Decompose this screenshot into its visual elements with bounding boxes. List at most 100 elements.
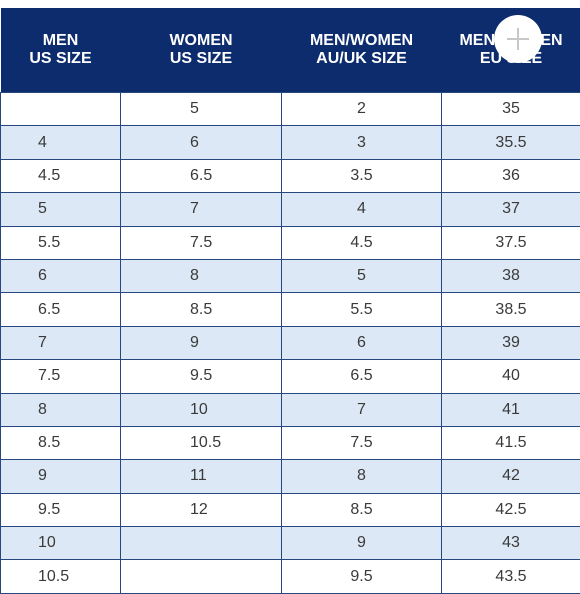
table-cell: 8 — [121, 259, 282, 292]
cell-text: 35.5 — [495, 134, 526, 151]
table-cell: 5 — [121, 93, 282, 126]
cell-text: 4.5 — [38, 167, 60, 184]
table-row: 4 6 3 35.5 — [1, 126, 580, 159]
cell-text: 6 — [357, 334, 366, 351]
cell-text: 8.5 — [38, 434, 60, 451]
table-cell: 7 — [282, 393, 442, 426]
header-line: AU/UK SIZE — [282, 50, 442, 68]
table-row: 10.5 9.5 43.5 — [1, 560, 580, 593]
cell-text: 7.5 — [190, 234, 212, 251]
cell-text: 5 — [38, 200, 47, 217]
table-cell: 5 — [1, 193, 121, 226]
cell-text: 36 — [502, 167, 520, 184]
table-cell: 8.5 — [282, 493, 442, 526]
table-cell: 10.5 — [121, 426, 282, 459]
table-cell: 3.5 — [282, 159, 442, 192]
cell-text: 35 — [502, 100, 520, 117]
cell-text: 8 — [190, 267, 199, 284]
table-row: 8.5 10.5 7.5 41.5 — [1, 426, 580, 459]
cell-text: 41.5 — [495, 434, 526, 451]
cell-text: 10.5 — [190, 434, 221, 451]
table-cell: 7 — [121, 193, 282, 226]
cell-text: 42.5 — [495, 501, 526, 518]
table-cell: 39 — [442, 326, 580, 359]
cell-text: 6.5 — [350, 367, 372, 384]
table-cell: 4.5 — [282, 226, 442, 259]
header-line: US SIZE — [1, 50, 121, 68]
cell-text: 8 — [38, 401, 47, 418]
table-cell: 37.5 — [442, 226, 580, 259]
cell-text: 5.5 — [38, 234, 60, 251]
cell-text: 2 — [357, 100, 366, 117]
table-cell: 42.5 — [442, 493, 580, 526]
cell-text: 11 — [190, 467, 207, 484]
cell-text: 3.5 — [350, 167, 372, 184]
cell-text: 5 — [190, 100, 199, 117]
cell-text: 7 — [190, 200, 199, 217]
add-button[interactable] — [494, 15, 542, 63]
table-cell: 3 — [282, 126, 442, 159]
cell-text: 4.5 — [350, 234, 372, 251]
table-cell — [121, 527, 282, 560]
table-cell: 8.5 — [121, 293, 282, 326]
table-cell: 6.5 — [282, 360, 442, 393]
table-cell: 40 — [442, 360, 580, 393]
cell-text: 9.5 — [350, 568, 372, 585]
table-row: 5 2 35 — [1, 93, 580, 126]
cell-text: 6.5 — [38, 301, 60, 318]
cell-text: 40 — [502, 367, 520, 384]
cell-text: 7.5 — [350, 434, 372, 451]
table-cell: 6.5 — [121, 159, 282, 192]
cell-text: 38.5 — [495, 301, 526, 318]
table-cell: 5.5 — [282, 293, 442, 326]
table-cell: 8 — [1, 393, 121, 426]
header-line: US SIZE — [121, 50, 282, 68]
table-cell: 11 — [121, 460, 282, 493]
table-cell: 35.5 — [442, 126, 580, 159]
table-cell: 41 — [442, 393, 580, 426]
cell-text: 10.5 — [38, 568, 69, 585]
table-cell: 10.5 — [1, 560, 121, 593]
cell-text: 9.5 — [38, 501, 60, 518]
table-cell: 6 — [1, 259, 121, 292]
table-cell: 36 — [442, 159, 580, 192]
table-cell: 9 — [121, 326, 282, 359]
table-cell — [1, 93, 121, 126]
cell-text: 38 — [502, 267, 520, 284]
table-row: 7.5 9.5 6.5 40 — [1, 360, 580, 393]
header-line: WOMEN — [121, 32, 282, 50]
cell-text: 10 — [190, 401, 208, 418]
cell-text: 37 — [502, 200, 520, 217]
table-cell: 7.5 — [1, 360, 121, 393]
cell-text: 5.5 — [350, 301, 372, 318]
cell-text: 5 — [357, 267, 366, 284]
cell-text: 43.5 — [495, 568, 526, 585]
cell-text: 9.5 — [190, 367, 212, 384]
table-cell: 38 — [442, 259, 580, 292]
table-cell: 9 — [1, 460, 121, 493]
table-cell: 4 — [1, 126, 121, 159]
cell-text: 37.5 — [495, 234, 526, 251]
table-cell — [121, 560, 282, 593]
table-row: 5.5 7.5 4.5 37.5 — [1, 226, 580, 259]
table-row: 6 8 5 38 — [1, 259, 580, 292]
table-cell: 7.5 — [121, 226, 282, 259]
cell-text: 9 — [190, 334, 199, 351]
cell-text: 7.5 — [38, 367, 60, 384]
cell-text: 6 — [190, 134, 199, 151]
table-cell: 10 — [121, 393, 282, 426]
table-cell: 10 — [1, 527, 121, 560]
table-cell: 41.5 — [442, 426, 580, 459]
table-cell: 9.5 — [282, 560, 442, 593]
cell-text: 42 — [502, 467, 520, 484]
table-cell: 5.5 — [1, 226, 121, 259]
table-cell: 42 — [442, 460, 580, 493]
